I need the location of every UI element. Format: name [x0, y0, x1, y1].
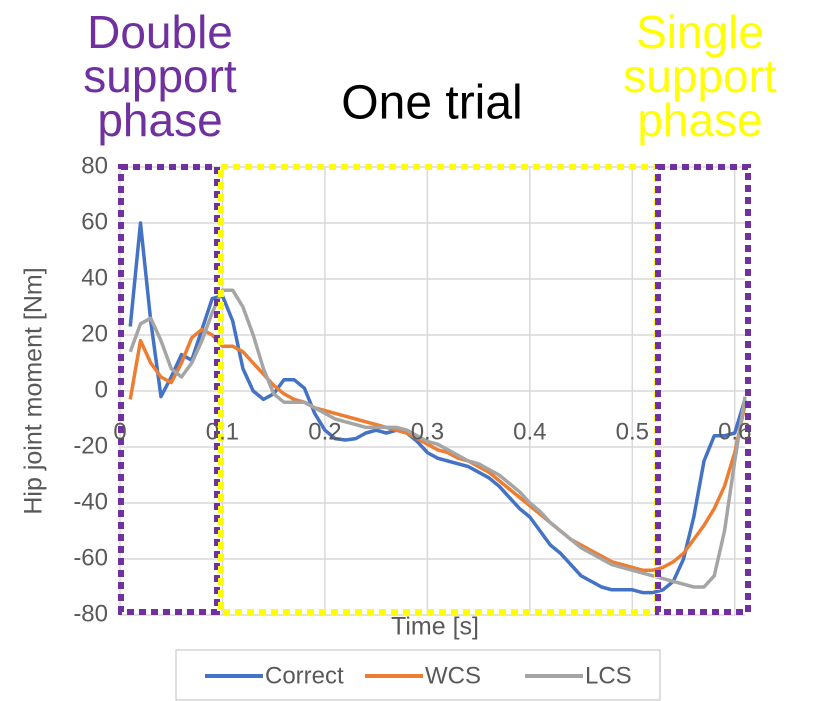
x-tick-label: 0.6: [718, 418, 751, 445]
annotation: phase: [637, 94, 762, 146]
y-tick-label: 0: [95, 376, 108, 403]
y-tick-label: 20: [81, 320, 108, 347]
y-tick-label: -60: [73, 544, 108, 571]
annotation: Single: [636, 6, 764, 58]
y-axis-label: Hip joint moment [Nm]: [20, 267, 48, 514]
annotation: support: [83, 50, 237, 102]
series-line: [128, 221, 747, 595]
y-tick-label: 80: [81, 152, 108, 179]
legend-label: Correct: [265, 662, 344, 689]
phase-boxes: [118, 164, 751, 615]
chart-title: One trial: [341, 77, 522, 130]
series-line: [128, 288, 747, 589]
annotation: support: [623, 50, 777, 102]
single-support-box: [218, 164, 660, 615]
x-tick-label: 0: [113, 418, 126, 445]
annotation: Double: [87, 6, 233, 58]
x-tick-label: 0.5: [616, 418, 649, 445]
lines: [128, 221, 747, 595]
y-tick-label: -20: [73, 432, 108, 459]
x-tick-label: 0.2: [308, 418, 341, 445]
grid: [119, 166, 745, 616]
series-line: [128, 327, 747, 572]
y-tick-label: -40: [73, 488, 108, 515]
legend-label: LCS: [585, 662, 632, 689]
annotation: phase: [97, 94, 222, 146]
double-support-box: [118, 164, 220, 615]
double-support-box: [655, 164, 751, 615]
y-tick-label: -80: [73, 600, 108, 627]
x-tick-label: 0.1: [206, 418, 239, 445]
legend: Correct WCS LCS: [205, 662, 632, 689]
x-axis-label: Time [s]: [391, 613, 479, 641]
x-tick-label: 0.4: [513, 418, 546, 445]
legend-label: WCS: [425, 662, 481, 689]
y-tick-label: 40: [81, 264, 108, 291]
x-tick-label: 0.3: [411, 418, 444, 445]
y-tick-label: 60: [81, 208, 108, 235]
